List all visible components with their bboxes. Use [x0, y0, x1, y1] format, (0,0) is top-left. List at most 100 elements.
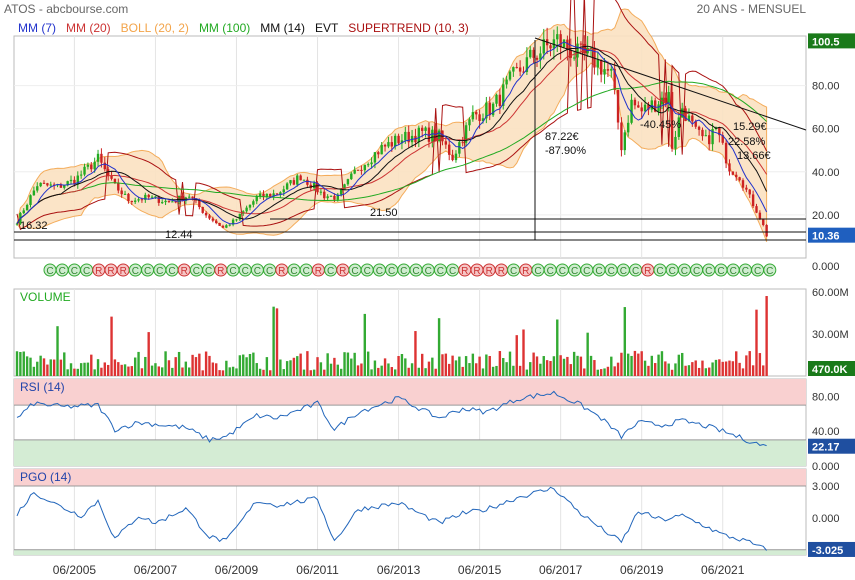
signal-letter: C — [156, 266, 163, 277]
signal-marker: C — [67, 263, 81, 277]
candle-body — [133, 200, 137, 202]
volume-bar — [593, 360, 596, 376]
signal-letter: R — [498, 266, 505, 277]
volume-bar — [242, 354, 245, 376]
volume-bar — [701, 360, 704, 376]
signal-letter: R — [522, 266, 529, 277]
volume-bar — [731, 361, 735, 376]
volume-bar — [714, 359, 718, 376]
candle-body — [188, 196, 191, 198]
signal-marker: C — [421, 263, 435, 277]
volume-y-tick-label: 30.00M — [812, 329, 849, 341]
candle-body — [508, 71, 512, 80]
x-tick-label: 06/2011 — [296, 563, 339, 577]
volume-bar — [363, 313, 366, 376]
volume-bar — [410, 363, 414, 376]
volume-bar — [120, 364, 123, 376]
signal-marker: C — [55, 263, 69, 277]
signal-marker: C — [507, 263, 521, 277]
volume-bar — [29, 357, 32, 376]
candle-body — [312, 182, 316, 189]
candle-body — [299, 175, 302, 181]
signal-marker: R — [275, 263, 289, 277]
signal-marker: R — [214, 263, 228, 277]
volume-bar — [610, 356, 613, 376]
volume-bar — [616, 362, 620, 376]
volume-last-value: 470.0K — [812, 364, 848, 376]
signal-marker: C — [287, 263, 301, 277]
price-annotation: 16.32 — [20, 220, 48, 232]
signal-marker: C — [360, 263, 374, 277]
candle-body — [502, 84, 505, 107]
volume-bar — [758, 353, 762, 376]
volume-bar — [353, 352, 356, 376]
legend-item: SUPERTREND (10, 3) — [348, 21, 469, 35]
volume-bar — [522, 329, 525, 376]
signal-marker: C — [714, 263, 728, 277]
candle-body — [164, 200, 167, 203]
candle-body — [525, 57, 529, 72]
volume-bar — [366, 351, 370, 376]
volume-bar — [235, 368, 238, 376]
legend-item: MM (14) — [260, 21, 305, 35]
candle-body — [566, 39, 569, 50]
candle-body — [681, 108, 684, 118]
candle-body — [610, 68, 613, 71]
signal-marker: C — [568, 263, 582, 277]
volume-bar — [377, 367, 380, 376]
candle-body — [711, 129, 714, 145]
candle-body — [177, 195, 181, 202]
candle-body — [316, 182, 319, 193]
volume-bar — [383, 358, 387, 376]
volume-bar — [208, 355, 211, 376]
signal-letter: C — [351, 266, 358, 277]
candle-body — [431, 129, 434, 142]
indicator-legend: MM (7) MM (20) BOLL (20, 2) MM (100) MM (14)… — [18, 21, 479, 35]
candle-body — [454, 153, 458, 161]
rsi-line — [16, 390, 767, 447]
candle-body — [110, 175, 113, 179]
pgo-line — [16, 486, 767, 551]
candle-body — [329, 195, 333, 197]
volume-bar — [478, 356, 481, 376]
volume-bar — [539, 363, 542, 376]
period-label[interactable]: 20 ANS - MENSUEL — [696, 2, 806, 16]
candle-body — [569, 49, 572, 58]
candle-body — [552, 39, 556, 49]
candle-body — [296, 175, 299, 185]
volume-bar — [697, 367, 701, 376]
volume-bar — [316, 357, 319, 376]
candle-body — [150, 196, 154, 198]
volume-bar — [724, 361, 728, 376]
volume-bar — [15, 351, 19, 376]
signal-marker: C — [324, 263, 338, 277]
signal-marker: C — [238, 263, 252, 277]
candle-body — [302, 179, 306, 181]
candle-body — [160, 202, 164, 204]
candle-body — [515, 67, 518, 69]
candle-body — [204, 212, 208, 216]
signal-marker: C — [653, 263, 667, 277]
volume-bar — [130, 366, 134, 376]
candle-body — [518, 67, 522, 72]
candle-body — [583, 43, 586, 54]
candle-body — [579, 43, 583, 45]
candle-body — [616, 89, 620, 123]
signal-marker: C — [409, 263, 423, 277]
volume-bar — [346, 352, 350, 376]
candle-body — [657, 104, 660, 112]
candle-body — [49, 184, 52, 186]
price-y-tick-label: 0.000 — [812, 261, 840, 273]
mm7-line — [16, 41, 768, 225]
candle-body — [745, 187, 748, 190]
volume-panel-title: VOLUME — [20, 290, 71, 304]
chart-title: ATOS - abcbourse.com — [4, 2, 129, 16]
candle-body — [289, 180, 292, 184]
signal-circle — [763, 263, 777, 277]
volume-bar — [674, 363, 677, 376]
volume-bar — [32, 366, 36, 376]
volume-bar — [52, 359, 56, 376]
signal-letter: C — [754, 266, 761, 277]
volume-bar — [42, 358, 46, 376]
signal-letter: C — [132, 266, 139, 277]
